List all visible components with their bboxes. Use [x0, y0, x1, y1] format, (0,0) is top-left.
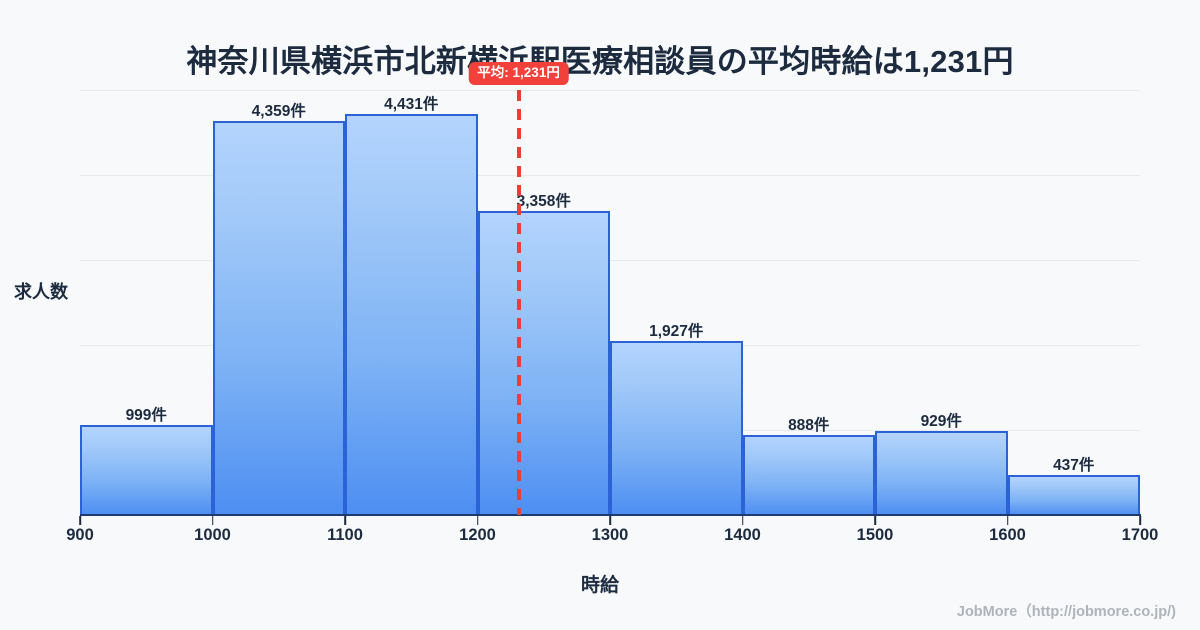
bar-value-label: 4,359件	[251, 102, 306, 120]
x-axis-tick-label: 1600	[989, 526, 1026, 544]
x-axis-tick	[476, 516, 479, 525]
histogram-bars: 999件 4,359件 4,431件 3,358件 1,927件 888件 929件 437件	[80, 90, 1140, 515]
x-axis-tick	[211, 516, 214, 525]
average-line	[516, 90, 521, 515]
bar-value-label: 3,358件	[516, 193, 571, 211]
x-axis-tick	[1139, 516, 1141, 525]
footer-watermark: JobMore（http://jobmore.co.jp/)	[956, 604, 1176, 620]
average-badge: 平均: 1,231円	[468, 62, 569, 85]
histogram-bar[interactable]	[477, 211, 610, 515]
histogram-bar[interactable]	[742, 434, 875, 515]
x-axis-tick-label: 900	[66, 526, 94, 544]
x-axis-tick	[344, 516, 346, 525]
page-title: 神奈川県横浜市北新横浜駅医療相談員の平均時給は1,231円	[186, 44, 1014, 79]
x-axis-tick	[1006, 516, 1009, 525]
gridline	[80, 90, 1140, 91]
x-axis-tick-label: 1200	[459, 526, 496, 544]
bar-value-label: 888件	[788, 416, 830, 434]
histogram-bar[interactable]	[610, 340, 743, 515]
x-axis-tick	[874, 516, 876, 525]
x-axis-title: 時給	[580, 575, 619, 596]
x-axis-tick-labels: 900 1000 1100 1200 1300 1400 1500 1600 1700	[66, 526, 1158, 550]
bar-value-label: 1,927件	[649, 322, 704, 340]
x-axis-tick-label: 1400	[724, 526, 761, 544]
x-axis-tick-label: 1700	[1121, 526, 1159, 544]
gridline	[80, 175, 1140, 176]
x-axis-tick	[741, 516, 744, 525]
x-axis-tick	[609, 516, 611, 525]
histogram-bar[interactable]	[875, 431, 1008, 515]
histogram-bar[interactable]	[212, 120, 345, 515]
bar-value-label: 999件	[125, 406, 167, 424]
x-axis-tick-label: 1500	[856, 526, 894, 544]
histogram-bar[interactable]	[1007, 475, 1140, 515]
gridline	[80, 260, 1140, 261]
x-axis-tick-label: 1300	[591, 526, 629, 544]
y-axis-title: 求人数	[14, 282, 68, 302]
bar-value-label: 437件	[1053, 457, 1095, 475]
x-axis-tick-label: 1000	[194, 526, 231, 544]
x-axis-line	[80, 514, 1141, 516]
histogram-bar[interactable]	[345, 114, 478, 515]
x-axis-tick-label: 1100	[327, 526, 363, 544]
x-axis-ticks	[79, 516, 1141, 526]
x-axis-tick	[79, 516, 81, 525]
histogram-bar[interactable]	[80, 424, 213, 515]
plot-area: 999件 4,359件 4,431件 3,358件 1,927件 888件 929件 437件…	[80, 62, 1140, 515]
bar-value-label: 4,431件	[384, 96, 439, 114]
bar-value-label: 929件	[920, 412, 962, 430]
